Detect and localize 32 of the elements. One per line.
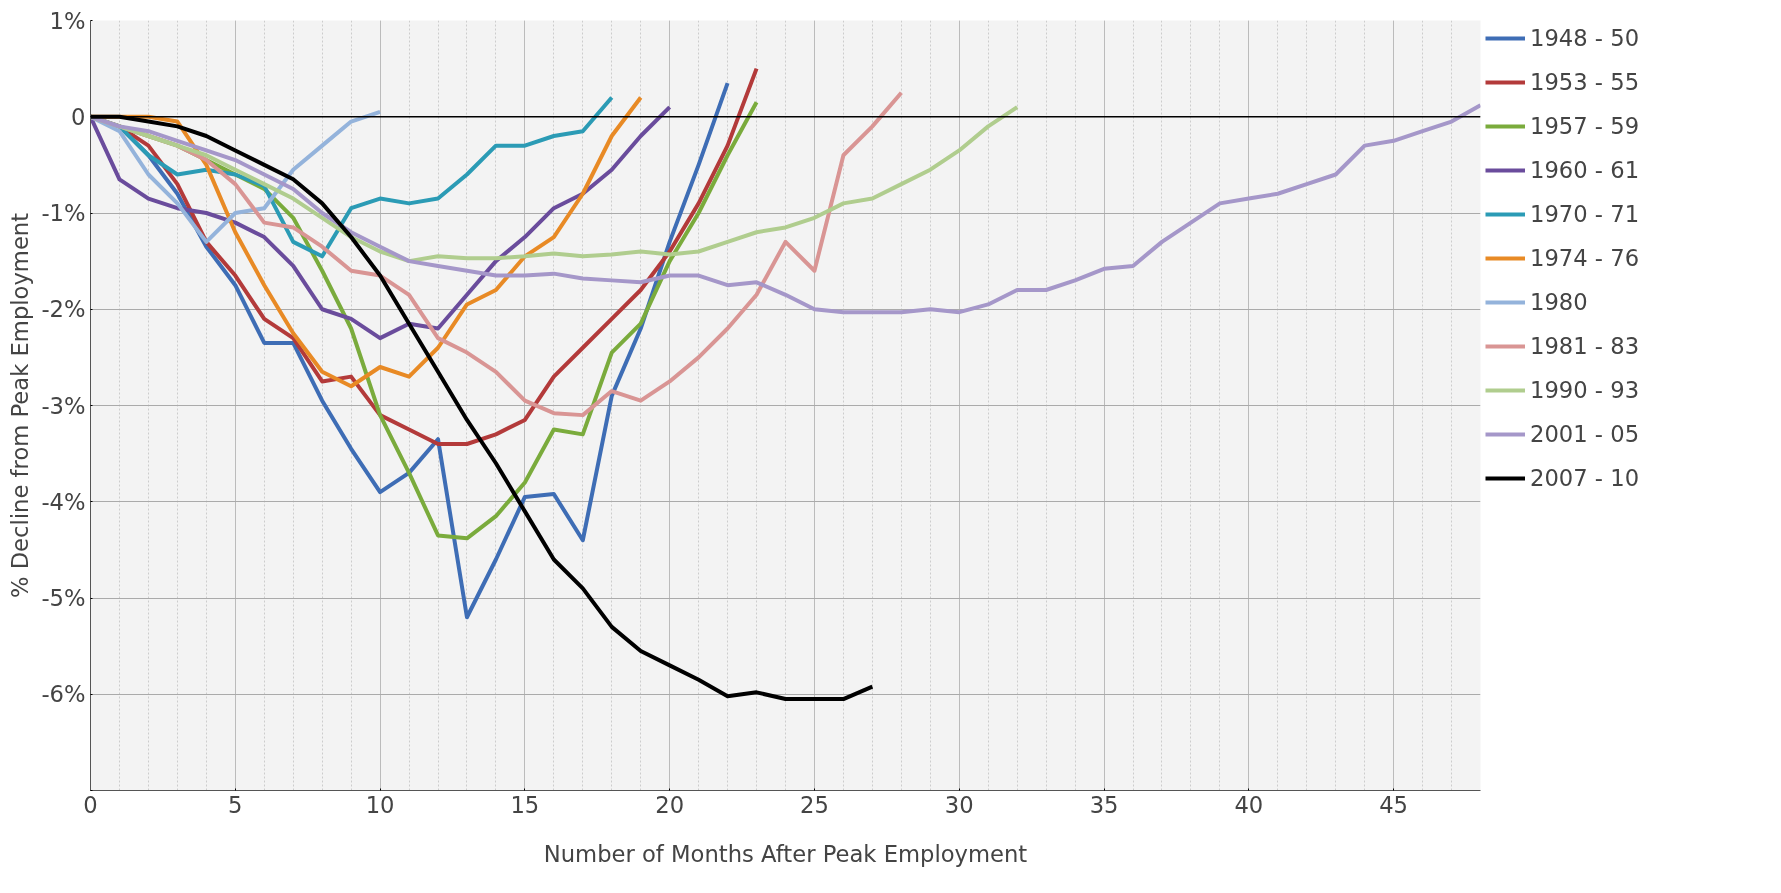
y-tick-label: -2% [41,296,86,323]
y-tick-label: -3% [41,392,86,419]
x-tick-label: 45 [1379,791,1409,818]
x-tick-label: 10 [365,791,395,818]
y-tick-label: -6% [41,681,86,708]
legend-label: 2007 - 10 [1530,465,1640,491]
x-tick-label: 20 [655,791,685,818]
x-axis-title: Number of Months After Peak Employment [543,840,1028,867]
legend-label: 1990 - 93 [1530,377,1640,403]
y-tick-label: 0 [71,103,86,130]
y-tick-label: -1% [41,200,86,226]
line-series [90,105,672,341]
legend-label: 1974 - 76 [1530,245,1640,271]
legend-label: 1980 [1530,289,1588,315]
x-tick-label: 5 [228,791,243,818]
y-tick-label: -4% [41,488,86,515]
legend-label: 1957 - 59 [1530,113,1640,139]
x-tick-label: 35 [1089,791,1119,818]
x-tick-label: 30 [944,791,974,818]
x-tick-label: 40 [1234,791,1264,818]
legend-label: 1948 - 50 [1530,25,1640,51]
line-series [90,103,1481,315]
y-axis-title: % Decline from Peak Employment [7,212,34,599]
legend-label: 1960 - 61 [1530,157,1640,183]
x-tick-label: 25 [800,791,829,818]
legend-label: 2001 - 05 [1530,421,1640,447]
legend-label: 1953 - 55 [1530,69,1640,95]
y-tick-label: 1% [49,7,86,34]
y-tick-label: -5% [41,585,86,611]
x-tick-label: 15 [510,791,540,818]
legend-label: 1970 - 71 [1530,201,1640,227]
legend-label: 1981 - 83 [1530,333,1640,359]
